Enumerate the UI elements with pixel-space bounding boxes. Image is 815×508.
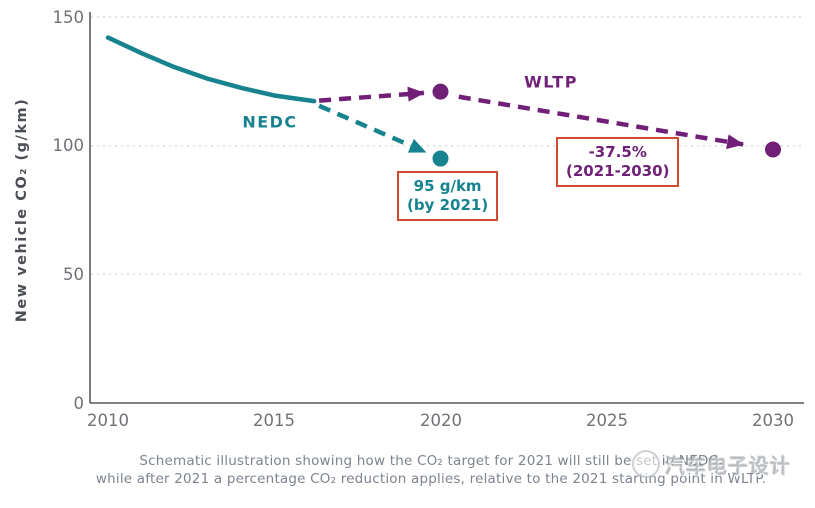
caption-line-2: while after 2021 a percentage CO₂ reduct…	[95, 471, 767, 487]
data-point-2020	[432, 83, 449, 100]
series-line-NEDC	[105, 35, 317, 104]
x-tick-2020: 2020	[420, 411, 462, 430]
data-point-2030	[765, 141, 781, 158]
wltp-series-label: WLTP	[524, 72, 578, 92]
target-year-text: (by 2021)	[407, 196, 489, 214]
data-point-2020	[432, 150, 449, 167]
y-tick-50: 50	[63, 265, 84, 284]
series-line-3	[458, 94, 745, 150]
reduction-callout: -37.5% (2021-2030)	[556, 137, 680, 187]
y-axis-title: New vehicle CO₂ (g/km)	[14, 97, 30, 323]
x-tick-2010: 2010	[87, 411, 129, 430]
series-line-WLTP	[318, 86, 425, 103]
target-value-text: 95 g/km	[413, 177, 482, 195]
watermark-text: 汽车电子设计	[665, 453, 791, 478]
watermark: 汽车电子设计	[632, 448, 791, 480]
target-95gkm-callout: 95 g/km (by 2021)	[397, 171, 499, 221]
nedc-series-label: NEDC	[242, 112, 298, 132]
x-tick-2030: 2030	[752, 411, 794, 430]
caption-line-1: Schematic illustration showing how the C…	[139, 453, 723, 469]
x-tick-2015: 2015	[253, 411, 295, 430]
watermark-logo-icon	[632, 450, 660, 478]
y-tick-0: 0	[73, 394, 85, 413]
reduction-period-text: (2021-2030)	[566, 162, 670, 180]
y-tick-100: 100	[52, 136, 85, 155]
reduction-percent-text: -37.5%	[588, 143, 647, 161]
x-tick-2025: 2025	[586, 411, 628, 430]
figure-caption: Schematic illustration showing how the C…	[55, 452, 807, 488]
y-tick-150: 150	[52, 8, 85, 27]
